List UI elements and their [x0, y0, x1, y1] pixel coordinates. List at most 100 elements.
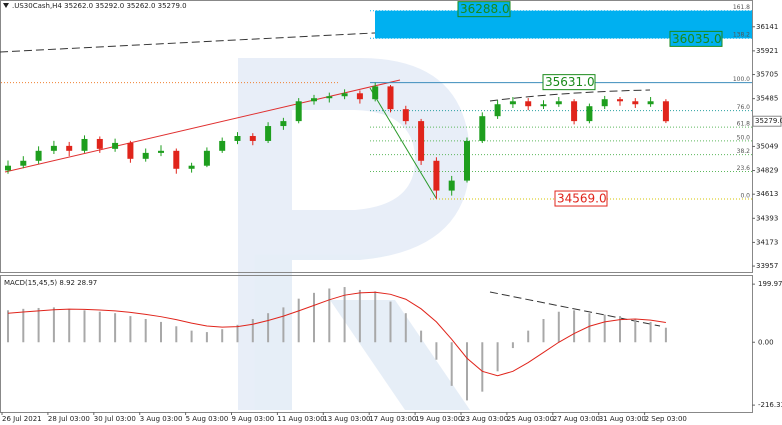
- last-price: 35279.0: [755, 117, 782, 125]
- x-tick-label: 17 Aug 03:00: [369, 415, 416, 423]
- annotation: 34569.0: [557, 192, 607, 206]
- candle-body: [66, 145, 73, 151]
- candle-body: [20, 160, 27, 166]
- y-tick-label: 34173: [756, 238, 778, 246]
- candle-body: [433, 160, 440, 191]
- menu-icon[interactable]: [3, 3, 9, 8]
- candle-body: [448, 180, 455, 191]
- x-tick-label: 23 Aug 03:00: [461, 415, 508, 423]
- fib-label: 76.0: [737, 104, 751, 111]
- candle-body: [96, 138, 103, 149]
- fib-label: 138.2: [733, 32, 750, 39]
- x-tick-label: 30 Jul 03:00: [94, 415, 136, 423]
- candle-body: [586, 106, 593, 122]
- y-tick-label: 34613: [756, 190, 778, 198]
- fib-label: 23.6: [737, 165, 751, 172]
- candle-body: [203, 150, 210, 166]
- annotation: 35631.0: [545, 75, 595, 89]
- fib-label: 50.0: [737, 134, 751, 141]
- y-tick-label: 199.97: [758, 280, 782, 288]
- x-tick-label: 9 Aug 03:00: [232, 415, 275, 423]
- y-tick-label: 36141: [756, 23, 778, 31]
- x-tick-label: 11 Aug 03:00: [277, 415, 324, 423]
- annotation: 36035.0: [672, 32, 722, 46]
- candle-body: [326, 96, 333, 99]
- annotation-box: [457, 1, 511, 18]
- y-tick-label: 35705: [756, 71, 778, 79]
- y-tick-label: 34393: [756, 214, 778, 222]
- candle-body: [234, 136, 241, 141]
- candle-body: [372, 86, 379, 100]
- x-tick-label: 3 Aug 03:00: [140, 415, 183, 423]
- candle-body: [356, 93, 363, 100]
- fib-label: 38.2: [737, 148, 751, 155]
- fib-label: 0.0: [740, 193, 750, 200]
- candle-body: [617, 99, 623, 102]
- candle-body: [112, 142, 119, 149]
- annotation-box: [542, 74, 596, 91]
- signal-line: [7, 291, 666, 377]
- candle-body: [219, 140, 226, 151]
- last-price-box: [752, 115, 782, 127]
- candle-body: [632, 101, 639, 105]
- trend-line: [489, 89, 651, 102]
- trend-line: [369, 87, 437, 199]
- candle-body: [158, 150, 164, 153]
- fib-label: 161.8: [733, 4, 750, 11]
- macd-title: MACD(15,45,5) 8.92 28.97: [4, 279, 97, 287]
- x-tick-label: 2 Sep 03:00: [645, 415, 687, 423]
- annotation-box: [669, 30, 723, 47]
- candle-body: [265, 126, 272, 141]
- y-tick-label: -216.33: [758, 401, 782, 409]
- candle-body: [173, 150, 180, 169]
- watermark: [238, 58, 470, 410]
- y-tick-label: 33957: [756, 262, 778, 270]
- candle-body: [280, 121, 287, 127]
- candle-body: [387, 86, 394, 110]
- y-tick-label: 35485: [756, 95, 778, 103]
- price-panel: [0, 0, 753, 273]
- candle-body: [249, 136, 256, 141]
- candle-body: [464, 140, 470, 181]
- candle-body: [509, 101, 516, 105]
- x-tick-label: 25 Aug 03:00: [507, 415, 554, 423]
- trend-line: [489, 291, 661, 327]
- candle-body: [601, 99, 608, 107]
- candle-body: [571, 101, 578, 122]
- candle-body: [540, 104, 547, 107]
- x-tick-label: 5 Aug 03:00: [186, 415, 229, 423]
- candle-body: [341, 93, 348, 97]
- annotation-box: [554, 190, 608, 207]
- trend-line: [4, 79, 401, 173]
- annotation: 36288.0: [460, 2, 510, 16]
- candle-body: [127, 142, 134, 159]
- chart-title: .US30Cash,H4 35262.0 35292.0 35262.0 352…: [12, 2, 187, 10]
- x-tick-label: 31 Aug 03:00: [599, 415, 646, 423]
- x-tick-label: 26 Jul 2021: [2, 415, 42, 423]
- x-tick-label: 13 Aug 03:00: [323, 415, 370, 423]
- x-tick-label: 19 Aug 03:00: [415, 415, 462, 423]
- y-tick-label: 0.00: [758, 338, 774, 346]
- candle-body: [295, 101, 302, 122]
- candle-body: [402, 109, 409, 122]
- candle-body: [188, 165, 195, 169]
- candle-body: [494, 104, 501, 117]
- candle-body: [418, 121, 425, 161]
- x-tick-label: 27 Aug 03:00: [553, 415, 600, 423]
- fib-label: 61.8: [737, 121, 751, 128]
- macd-panel: [0, 275, 753, 413]
- y-tick-label: 35921: [756, 47, 778, 55]
- candle-body: [142, 152, 149, 159]
- fib-label: 100.0: [733, 76, 750, 83]
- candle-body: [555, 101, 562, 105]
- candle-body: [5, 165, 11, 171]
- candle-body: [662, 101, 669, 122]
- candle-body: [647, 101, 654, 105]
- candle-body: [311, 98, 317, 102]
- candle-body: [525, 101, 532, 107]
- x-tick-label: 28 Jul 03:00: [48, 415, 90, 423]
- y-tick-label: 35049: [756, 142, 778, 150]
- candle-body: [81, 138, 88, 151]
- candle-body: [479, 116, 486, 141]
